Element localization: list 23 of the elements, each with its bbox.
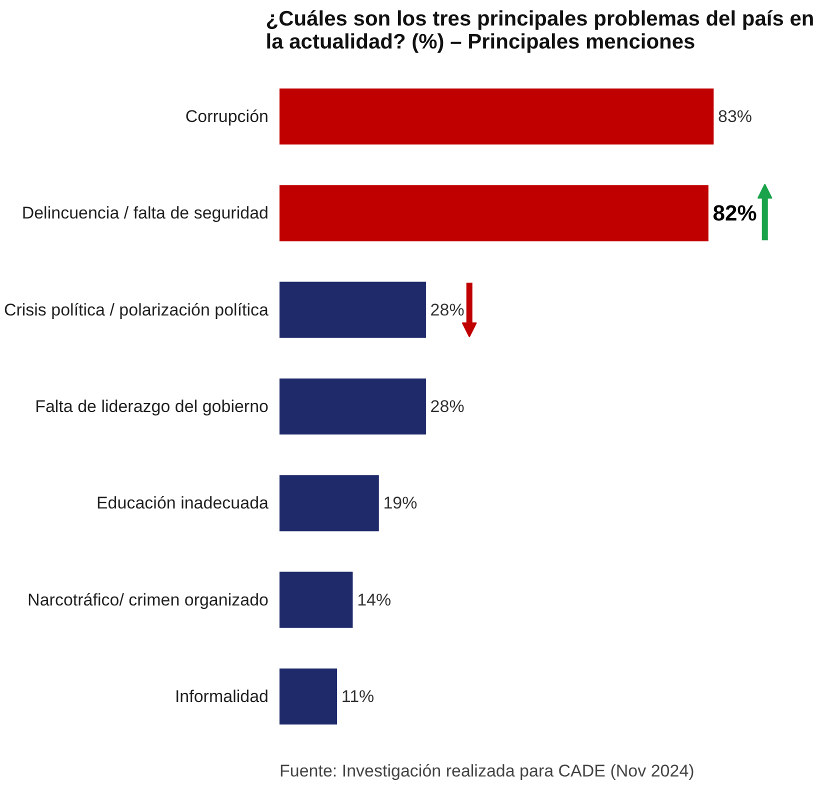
data-label: 83% (718, 107, 752, 126)
y-tick-label: Falta de liderazgo del gobierno (35, 397, 269, 416)
y-tick-label: Crisis política / polarización política (4, 300, 270, 320)
y-tick-label: Informalidad (174, 687, 269, 706)
bar (280, 572, 353, 628)
y-tick-label: Corrupción (185, 107, 269, 126)
chart-title: ¿Cuáles son los tres principales problemas del país en la actualidad? (%) – Principales menciones (266, 8, 814, 54)
y-tick-label: Educación inadecuada (96, 494, 270, 513)
data-label: 19% (383, 494, 418, 513)
source-note: Fuente: Investigación realizada para CADE (Nov 2024) (280, 762, 694, 780)
data-label: 28% (430, 397, 464, 416)
bar (280, 668, 338, 725)
bar (280, 475, 379, 532)
data-label: 82% (712, 200, 757, 226)
y-tick-label: Delincuencia / falta de seguridad (22, 204, 269, 223)
bar (280, 378, 426, 435)
bar (280, 88, 714, 145)
bar (280, 282, 426, 338)
bar (280, 185, 708, 242)
y-tick-label: Narcotráfico/ crimen organizado (28, 590, 269, 610)
data-label: 28% (430, 300, 464, 320)
data-label: 14% (357, 590, 392, 610)
data-label: 11% (341, 687, 374, 706)
